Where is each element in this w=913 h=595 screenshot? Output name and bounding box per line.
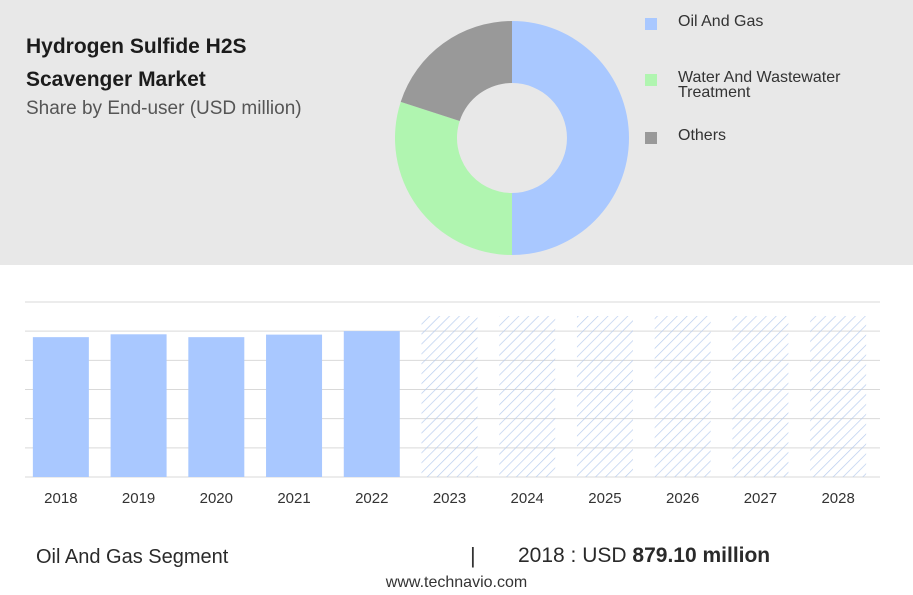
chart-subtitle: Share by End-user (USD million) [26,98,302,119]
legend-swatch [645,18,657,30]
bar-2018 [32,337,89,477]
x-tick-label: 2025 [588,490,621,507]
footer-value: 2018 : USD 879.10 million [518,544,770,568]
x-tick-label: 2022 [355,490,388,507]
footer-value-prefix: 2018 : USD [518,544,627,567]
legend-item-others: Others [645,128,878,144]
x-tick-label: 2024 [511,490,544,507]
x-tick-label: 2018 [44,490,77,507]
legend-label: Oil And Gas [678,13,764,30]
forecast-bar-2026 [654,316,711,477]
legend-label: Others [678,127,727,144]
donut-slice-1 [512,21,629,255]
x-tick-label: 2023 [433,490,466,507]
forecast-bar-2024 [499,316,556,477]
footer-segment-label: Oil And Gas Segment [36,546,229,568]
bar-2019 [110,334,167,477]
bar-2020 [188,337,245,477]
x-tick-label: 2020 [200,490,233,507]
forecast-bar-2028 [810,316,867,477]
legend-label: Water And Wastewater Treatment [678,69,841,101]
bar-2021 [266,334,323,477]
bar-2022 [343,331,400,477]
donut-slice-3 [400,21,512,122]
bar-chart: 2018 2019 2020 2021 2022 2023 2024 2025 2026 2027… [25,301,880,507]
x-tick-label: 2021 [277,490,310,507]
chart-title: Hydrogen Sulfide H2S Scavenger Market [26,35,247,91]
forecast-bar-2023 [421,316,478,477]
legend-swatch [645,132,657,144]
legend-item-oil-and-gas: Oil And Gas [645,14,878,30]
forecast-bar-2027 [732,316,789,477]
donut-slice-2 [395,101,512,256]
footer-value-amount: 879.10 million [632,544,771,567]
footer-separator: | [470,543,476,568]
forecast-bar-2025 [576,316,633,477]
donut-chart [395,21,629,256]
legend-swatch [645,74,657,86]
x-tick-label: 2028 [821,490,854,507]
x-tick-label: 2026 [666,490,699,507]
x-tick-label: 2019 [122,490,155,507]
x-tick-label: 2027 [744,490,777,507]
footer-website: www.technavio.com [385,574,528,591]
legend-item-water-treatment: Water And Wastewater Treatment [645,69,878,101]
